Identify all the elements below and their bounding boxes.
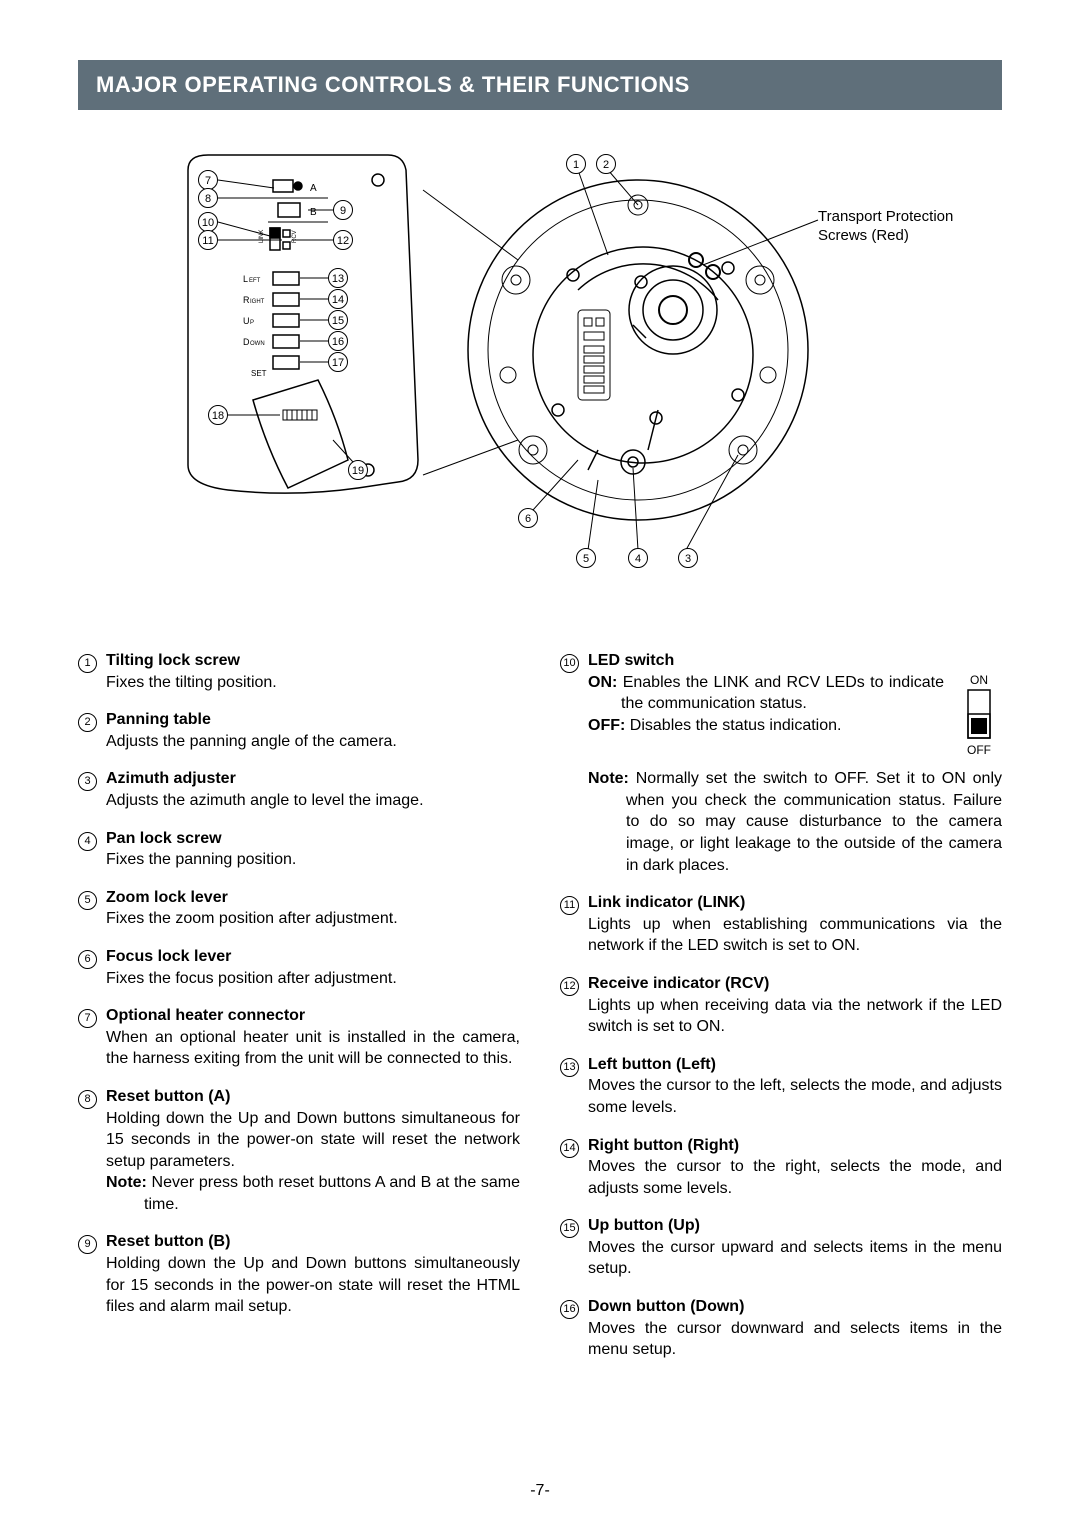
svg-text:R: R: [243, 295, 250, 305]
svg-text:17: 17: [332, 357, 344, 369]
item-8: 8 Reset button (A) Holding down the Up a…: [78, 1086, 520, 1216]
item-13: 13 Left button (Left)Moves the cursor to…: [560, 1054, 1002, 1119]
svg-text:3: 3: [685, 553, 691, 565]
svg-text:LINK: LINK: [259, 230, 265, 243]
svg-text:B: B: [310, 207, 317, 218]
svg-text:ON: ON: [970, 673, 988, 687]
svg-text:19: 19: [352, 465, 364, 477]
item-10: 10 LED switch ON: Enables the LINK and R…: [560, 650, 1002, 876]
item-5: 5 Zoom lock leverFixes the zoom position…: [78, 887, 520, 930]
svg-text:5: 5: [583, 553, 589, 565]
item-11: 11 Link indicator (LINK)Lights up when e…: [560, 892, 1002, 957]
item-16: 16 Down button (Down)Moves the cursor do…: [560, 1296, 1002, 1361]
item-3: 3 Azimuth adjusterAdjusts the azimuth an…: [78, 768, 520, 811]
svg-text:10: 10: [202, 217, 214, 229]
svg-text:OWN: OWN: [250, 341, 265, 347]
svg-text:D: D: [243, 337, 250, 347]
svg-text:9: 9: [340, 205, 346, 217]
svg-text:U: U: [243, 316, 250, 326]
svg-text:8: 8: [205, 193, 211, 205]
svg-text:6: 6: [525, 513, 531, 525]
svg-text:16: 16: [332, 336, 344, 348]
figure-diagram: A B LINK RCV LEFT RIGHT UP DOWN: [78, 150, 1002, 590]
svg-text:1: 1: [573, 159, 579, 171]
description-columns: 1 Tilting lock screwFixes the tilting po…: [78, 650, 1002, 1377]
svg-text:OFF: OFF: [967, 743, 991, 757]
svg-text:SET: SET: [251, 369, 267, 378]
item-6: 6 Focus lock leverFixes the focus positi…: [78, 946, 520, 989]
svg-text:IGHT: IGHT: [250, 299, 265, 305]
right-column: 10 LED switch ON: Enables the LINK and R…: [560, 650, 1002, 1377]
svg-text:12: 12: [337, 235, 349, 247]
item-14: 14 Right button (Right)Moves the cursor …: [560, 1135, 1002, 1200]
svg-text:EFT: EFT: [249, 278, 261, 284]
item-4: 4 Pan lock screwFixes the panning positi…: [78, 828, 520, 871]
left-column: 1 Tilting lock screwFixes the tilting po…: [78, 650, 520, 1377]
svg-text:7: 7: [205, 175, 211, 187]
item-2: 2 Panning tableAdjusts the panning angle…: [78, 709, 520, 752]
item-12: 12 Receive indicator (RCV)Lights up when…: [560, 973, 1002, 1038]
item-9: 9 Reset button (B)Holding down the Up an…: [78, 1231, 520, 1317]
page-number: -7-: [0, 1482, 1080, 1500]
svg-text:A: A: [310, 183, 317, 194]
svg-text:13: 13: [332, 273, 344, 285]
section-header: MAJOR OPERATING CONTROLS & THEIR FUNCTIO…: [78, 60, 1002, 110]
transport-screws-label: Transport Protection Screws (Red): [818, 208, 953, 246]
svg-text:2: 2: [603, 159, 609, 171]
svg-text:15: 15: [332, 315, 344, 327]
svg-text:P: P: [250, 320, 254, 326]
svg-text:18: 18: [212, 410, 224, 422]
svg-text:11: 11: [202, 235, 213, 247]
led-switch-icon: ON OFF: [956, 672, 1002, 769]
item-7: 7 Optional heater connectorWhen an optio…: [78, 1005, 520, 1070]
svg-text:RCV: RCV: [292, 230, 298, 243]
item-15: 15 Up button (Up)Moves the cursor upward…: [560, 1215, 1002, 1280]
svg-text:L: L: [243, 274, 248, 284]
svg-text:4: 4: [635, 553, 641, 565]
item-1: 1 Tilting lock screwFixes the tilting po…: [78, 650, 520, 693]
svg-text:14: 14: [332, 294, 344, 306]
